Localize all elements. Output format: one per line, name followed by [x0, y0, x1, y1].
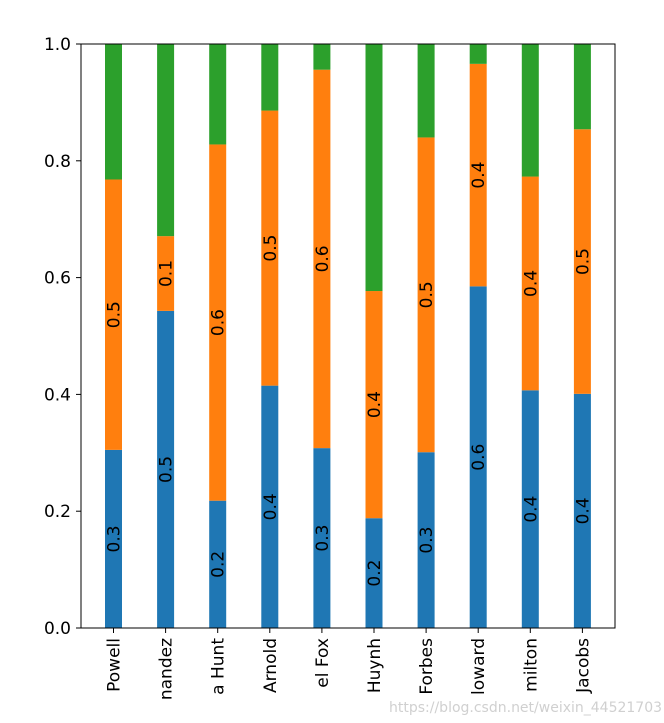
- bar-3-7: [417, 44, 435, 138]
- x-axis: Powell nandez a Hunt Arnold el Fox Huynh Forbe…: [105, 628, 593, 700]
- plot-frame: [80, 43, 616, 629]
- bar-3-4: [261, 44, 279, 111]
- bar-2-8: [469, 63, 487, 287]
- bar-label-2-2: 0.1: [157, 260, 177, 287]
- bar-2-10: [573, 129, 591, 394]
- bar-label-2-10: 0.5: [573, 248, 593, 275]
- bar-3-1: [105, 44, 122, 180]
- y-axis: 0.0 0.2 0.4 0.6 0.8 1.0: [44, 35, 81, 639]
- x-tick-label: Powell: [105, 638, 125, 692]
- bar-1-8: [469, 286, 487, 628]
- bar-label-1-3: 0.2: [209, 551, 229, 578]
- y-tick-label: 1.0: [44, 35, 71, 55]
- x-tick-label: Huynh: [365, 638, 385, 693]
- bar-label-2-8: 0.4: [469, 162, 489, 189]
- bar-2-5: [313, 69, 331, 449]
- bar-2-1: [105, 179, 122, 450]
- x-tick-label: a Hunt: [209, 638, 229, 695]
- bar-label-2-4: 0.5: [261, 235, 281, 262]
- bar-1-10: [573, 393, 591, 628]
- bar-label-1-7: 0.3: [417, 527, 437, 554]
- bar-label-1-6: 0.2: [365, 560, 385, 587]
- bar-3-9: [521, 44, 539, 177]
- bar-3-10: [573, 44, 591, 130]
- bar-1-1: [105, 449, 122, 628]
- bar-1-5: [313, 448, 331, 628]
- y-tick-label: 0.8: [44, 152, 71, 172]
- bar-2-9: [521, 176, 539, 391]
- bar-1-9: [521, 390, 539, 628]
- bar-label-1-8: 0.6: [469, 444, 489, 471]
- bar-1-4: [261, 385, 279, 628]
- bar-2-7: [417, 137, 435, 453]
- bar-1-7: [417, 452, 435, 628]
- y-tick-label: 0.4: [44, 385, 71, 405]
- x-tick-label: nandez: [157, 638, 177, 700]
- bar-label-2-9: 0.4: [521, 270, 541, 297]
- y-tick-label: 0.0: [44, 619, 71, 639]
- bar-label-1-9: 0.4: [521, 496, 541, 523]
- x-tick-label: Arnold: [261, 638, 281, 693]
- bar-3-8: [469, 44, 487, 64]
- bar-label-1-2: 0.5: [157, 456, 177, 483]
- bar-2-2: [157, 236, 175, 311]
- y-tick-label: 0.2: [44, 502, 71, 522]
- bar-label-1-4: 0.4: [261, 493, 281, 520]
- watermark: https://blog.csdn.net/weixin_44521703: [389, 700, 662, 716]
- bar-labels-layer: 0.3 0.5 0.5 0.1 0.2 0.6 0.4 0.5 0.3 0.6 0.2 0.4 0.3 0…: [105, 162, 594, 587]
- bar-label-2-5: 0.6: [313, 245, 333, 272]
- bar-3-6: [365, 44, 383, 292]
- bar-3-3: [209, 44, 227, 145]
- bar-3-2: [157, 44, 175, 237]
- bar-2-4: [261, 110, 279, 386]
- bar-1-6: [365, 518, 383, 628]
- bar-label-2-6: 0.4: [365, 391, 385, 418]
- bar-1-2: [157, 310, 175, 628]
- x-tick-label: milton: [521, 638, 541, 692]
- bar-2-3: [209, 144, 227, 501]
- bar-3-5: [313, 44, 331, 70]
- bar-label-2-3: 0.6: [209, 309, 229, 336]
- x-tick-label: loward: [469, 638, 489, 695]
- bar-2-6: [365, 291, 383, 519]
- bar-label-1-5: 0.3: [313, 525, 333, 552]
- y-tick-label: 0.6: [44, 269, 71, 289]
- bar-label-1-1: 0.3: [105, 525, 125, 552]
- x-tick-label: Jacobs: [573, 638, 593, 694]
- bars-layer: [105, 44, 591, 628]
- bar-1-3: [209, 500, 227, 628]
- bar-label-2-1: 0.5: [105, 301, 125, 328]
- bar-label-2-7: 0.5: [417, 281, 437, 308]
- bar-label-1-10: 0.4: [573, 497, 593, 524]
- x-tick-label: Forbes: [417, 638, 437, 695]
- x-tick-label: el Fox: [313, 638, 333, 688]
